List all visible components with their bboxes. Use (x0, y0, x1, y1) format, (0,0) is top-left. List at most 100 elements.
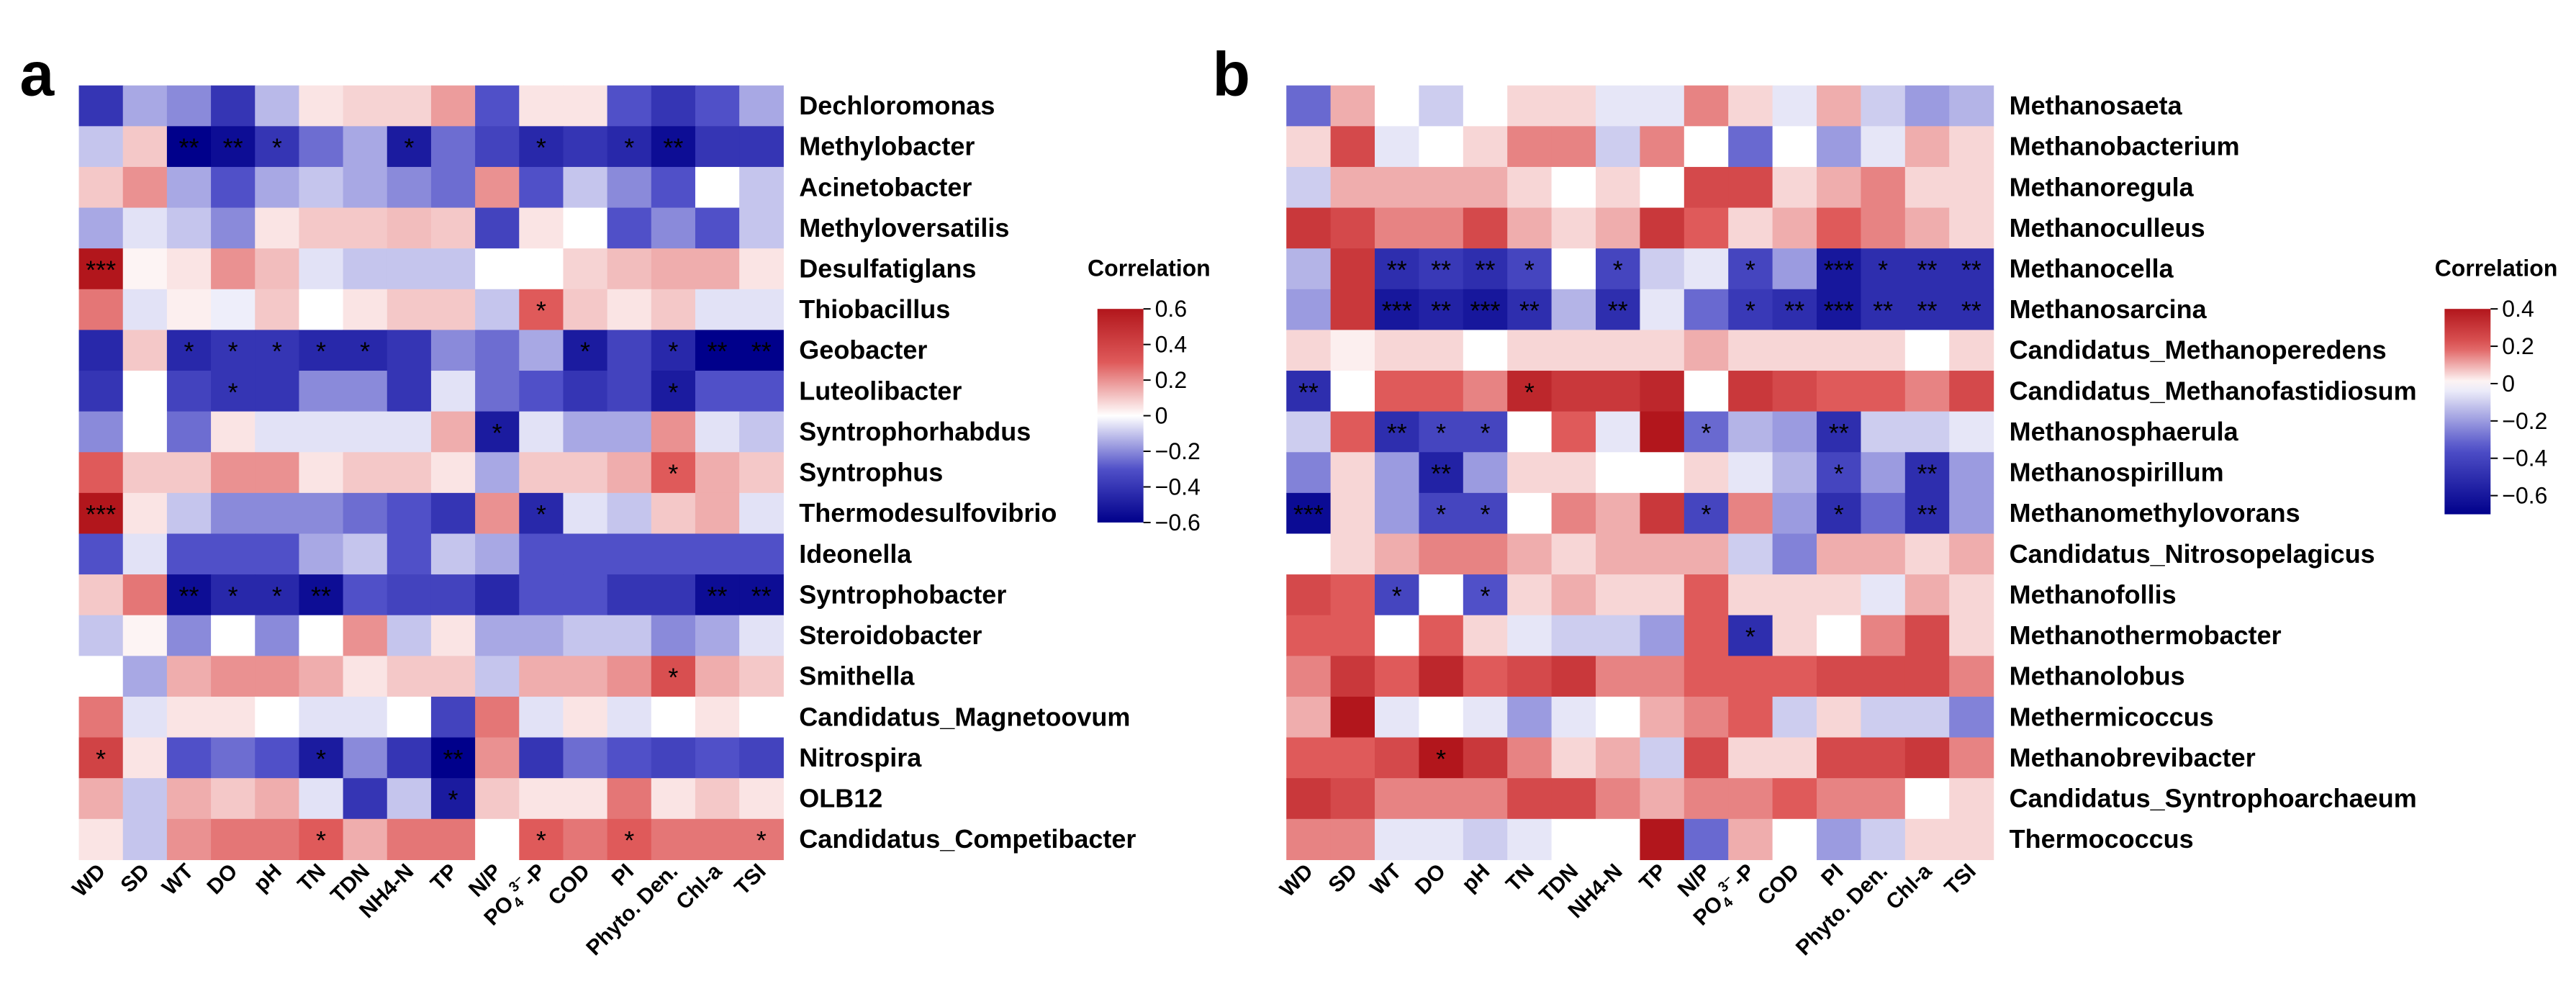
heatmap-cell (1640, 166, 1685, 209)
heatmap-cell (1507, 371, 1553, 412)
significance-mark: *** (1824, 296, 1854, 325)
significance-mark: * (624, 826, 634, 855)
row-label: Thiobacillus (799, 294, 950, 324)
heatmap-cell (695, 411, 740, 453)
heatmap-cell (519, 492, 564, 535)
heatmap-cell (343, 248, 388, 290)
heatmap-cell (1419, 85, 1464, 127)
heatmap-cell (475, 737, 520, 779)
heatmap-cell (1728, 492, 1773, 535)
row-label: Methanothermobacter (2010, 620, 2282, 650)
heatmap-cell (255, 533, 300, 575)
significance-mark: ** (1917, 459, 1938, 489)
heatmap-cell (1640, 289, 1685, 331)
row-label: Methanomethylovorans (2010, 498, 2300, 528)
heatmap-cell (1817, 85, 1862, 127)
row-label: Methanoculleus (2010, 213, 2205, 243)
heatmap-cell (1861, 330, 1906, 371)
heatmap-cell (1904, 248, 1950, 290)
heatmap-cell (78, 248, 124, 290)
heatmap-cell (211, 371, 256, 412)
heatmap-cell (122, 818, 168, 861)
heatmap-cell (299, 615, 344, 656)
heatmap-cell (343, 411, 388, 453)
heatmap-cell (563, 207, 608, 249)
heatmap-cell (1949, 166, 1994, 209)
heatmap-cell (430, 85, 476, 127)
colorbar-tick-label: −0.4 (1155, 474, 1201, 500)
heatmap-cell (211, 126, 256, 168)
heatmap-cell (1728, 126, 1773, 168)
heatmap-cell (387, 411, 432, 453)
heatmap-cell (1419, 737, 1464, 779)
heatmap-cell (343, 737, 388, 779)
heatmap-cell (1330, 330, 1375, 371)
significance-mark: * (624, 133, 634, 163)
heatmap-cell (299, 818, 344, 861)
significance-mark: ** (1784, 296, 1804, 325)
heatmap-cell (695, 289, 740, 331)
heatmap-cell (343, 615, 388, 656)
heatmap-cell (1419, 330, 1464, 371)
significance-mark: * (1481, 581, 1491, 610)
heatmap-cell (563, 330, 608, 371)
heatmap-cell (1463, 696, 1508, 738)
heatmap-cell (1596, 615, 1641, 656)
heatmap-cell (255, 207, 300, 249)
heatmap-cell (1904, 330, 1950, 371)
heatmap-cell (1286, 330, 1332, 371)
heatmap-cell (651, 126, 696, 168)
column-label: WD (68, 859, 110, 902)
heatmap-cell (1330, 248, 1375, 290)
significance-mark: *** (1382, 296, 1412, 325)
heatmap-cell (1949, 778, 1994, 820)
heatmap-cell (607, 411, 652, 453)
heatmap-cell (78, 818, 124, 861)
heatmap-cell (211, 574, 256, 616)
heatmap-cell (255, 656, 300, 697)
significance-mark: * (1834, 500, 1844, 529)
heatmap-cell (739, 656, 784, 697)
significance-mark: * (1745, 622, 1755, 651)
heatmap-cell (122, 737, 168, 779)
heatmap-cell (387, 574, 432, 616)
heatmap-cell (651, 371, 696, 412)
heatmap-cell (1861, 696, 1906, 738)
heatmap-cell (211, 248, 256, 290)
heatmap-cell (1817, 207, 1862, 249)
heatmap-cell (1861, 737, 1906, 779)
heatmap-cell (1507, 207, 1553, 249)
heatmap-cell (1904, 818, 1950, 861)
heatmap-cell (739, 330, 784, 371)
heatmap-cell (387, 452, 432, 494)
column-label: TSI (730, 859, 770, 900)
heatmap-cell (299, 737, 344, 779)
heatmap-cell (387, 85, 432, 127)
heatmap-cell (1772, 656, 1817, 697)
panel-letter: b (1213, 40, 1251, 109)
heatmap-cell (1772, 818, 1817, 861)
heatmap-cell (1507, 126, 1553, 168)
heatmap-cell (255, 248, 300, 290)
heatmap-cell (1330, 574, 1375, 616)
heatmap-cell (1551, 696, 1596, 738)
heatmap-cell (739, 411, 784, 453)
heatmap-cell (1640, 330, 1685, 371)
heatmap-cell (1861, 574, 1906, 616)
heatmap-cell (255, 452, 300, 494)
heatmap-cell (387, 615, 432, 656)
heatmap-cell (1640, 452, 1685, 494)
heatmap-cell (1551, 371, 1596, 412)
heatmap-cell (1375, 289, 1420, 331)
row-label: Steroidobacter (799, 620, 982, 650)
significance-mark: * (316, 744, 326, 774)
heatmap-cell (299, 533, 344, 575)
heatmap-cell (1861, 126, 1906, 168)
heatmap-cell (519, 371, 564, 412)
heatmap-cell (1728, 574, 1773, 616)
heatmap-cell (430, 533, 476, 575)
heatmap-cell (1330, 492, 1375, 535)
heatmap-cell (211, 656, 256, 697)
heatmap-cell (695, 615, 740, 656)
heatmap-cell (651, 289, 696, 331)
